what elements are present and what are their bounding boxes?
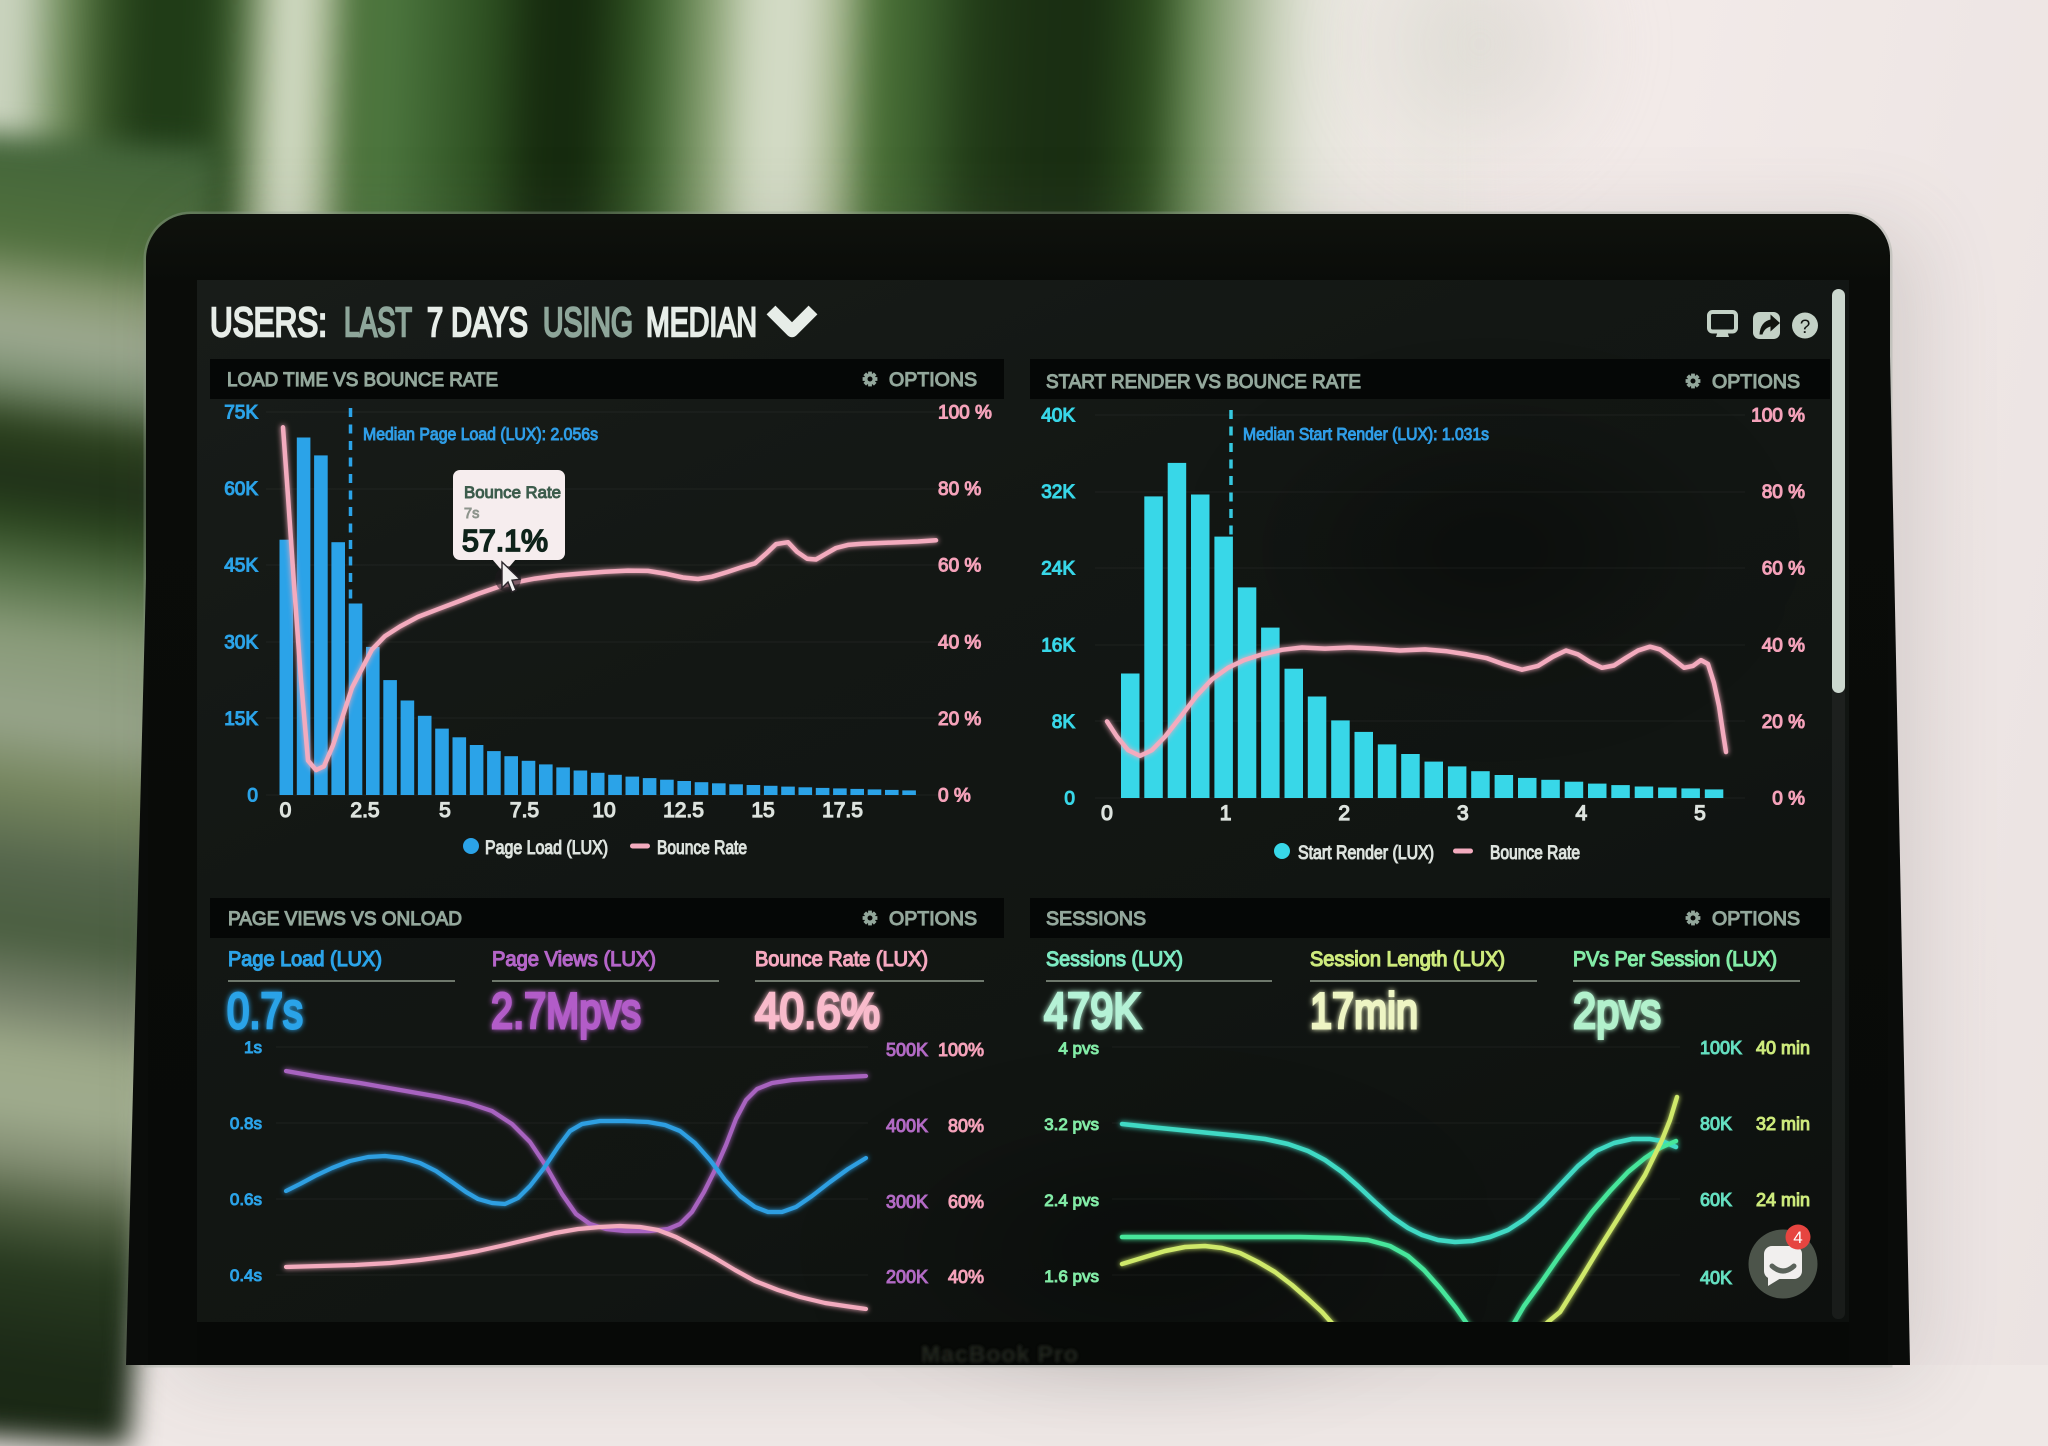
svg-text:7.5: 7.5 xyxy=(510,799,539,822)
svg-text:8K: 8K xyxy=(1052,712,1076,733)
svg-text:OPTIONS: OPTIONS xyxy=(889,369,977,391)
svg-text:0.4s: 0.4s xyxy=(230,1266,262,1285)
svg-text:?: ? xyxy=(1800,317,1811,338)
svg-text:75K: 75K xyxy=(224,403,258,424)
svg-text:OPTIONS: OPTIONS xyxy=(889,908,977,930)
svg-text:0: 0 xyxy=(1101,802,1113,825)
svg-text:300K: 300K xyxy=(886,1192,928,1212)
svg-text:15: 15 xyxy=(751,799,774,822)
svg-text:3: 3 xyxy=(1457,802,1469,825)
svg-text:400K: 400K xyxy=(886,1116,928,1136)
svg-text:80 %: 80 % xyxy=(1762,482,1805,503)
svg-text:12.5: 12.5 xyxy=(663,799,704,822)
svg-text:32 min: 32 min xyxy=(1756,1114,1810,1134)
svg-text:0 %: 0 % xyxy=(1772,789,1805,810)
svg-text:OPTIONS: OPTIONS xyxy=(1712,908,1800,930)
svg-text:20 %: 20 % xyxy=(938,709,981,730)
svg-text:100K: 100K xyxy=(1700,1038,1742,1058)
svg-text:0: 0 xyxy=(280,799,292,822)
svg-text:16K: 16K xyxy=(1041,635,1075,656)
svg-text:60%: 60% xyxy=(948,1192,984,1212)
svg-text:LAST: LAST xyxy=(344,299,412,345)
svg-text:60K: 60K xyxy=(224,479,258,500)
svg-text:Session Length (LUX): Session Length (LUX) xyxy=(1310,948,1505,971)
svg-text:OPTIONS: OPTIONS xyxy=(1712,371,1800,393)
svg-text:Bounce Rate: Bounce Rate xyxy=(1490,843,1580,864)
svg-text:57.1%: 57.1% xyxy=(462,523,548,558)
svg-text:1.6 pvs: 1.6 pvs xyxy=(1044,1267,1099,1286)
svg-text:3.2 pvs: 3.2 pvs xyxy=(1044,1115,1099,1134)
svg-text:Page Load (LUX): Page Load (LUX) xyxy=(228,948,382,971)
svg-text:0: 0 xyxy=(247,786,258,807)
svg-text:USERS:: USERS: xyxy=(210,299,327,345)
svg-text:17min: 17min xyxy=(1310,983,1418,1039)
svg-text:80K: 80K xyxy=(1700,1114,1732,1134)
svg-text:Page Load (LUX): Page Load (LUX) xyxy=(485,838,608,859)
svg-text:24K: 24K xyxy=(1041,559,1075,580)
svg-text:100 %: 100 % xyxy=(1751,406,1805,427)
svg-text:0 %: 0 % xyxy=(938,786,971,807)
svg-text:Bounce Rate: Bounce Rate xyxy=(464,483,561,502)
svg-text:Median Start Render (LUX): 1.0: Median Start Render (LUX): 1.031s xyxy=(1243,424,1489,444)
svg-text:MacBook Pro: MacBook Pro xyxy=(921,1341,1079,1365)
svg-text:7s: 7s xyxy=(464,506,479,522)
svg-text:0: 0 xyxy=(1064,789,1075,810)
svg-text:40 %: 40 % xyxy=(938,632,981,653)
svg-text:40 %: 40 % xyxy=(1762,635,1805,656)
svg-text:30K: 30K xyxy=(224,632,258,653)
svg-text:40%: 40% xyxy=(948,1267,984,1287)
svg-text:7 DAYS: 7 DAYS xyxy=(427,299,528,345)
svg-text:32K: 32K xyxy=(1041,482,1075,503)
svg-text:5: 5 xyxy=(1694,802,1706,825)
svg-text:2.7Mpvs: 2.7Mpvs xyxy=(491,983,641,1039)
svg-text:500K: 500K xyxy=(886,1040,928,1060)
svg-text:2.4 pvs: 2.4 pvs xyxy=(1044,1191,1099,1210)
svg-text:15K: 15K xyxy=(224,709,258,730)
svg-text:45K: 45K xyxy=(224,556,258,577)
svg-text:100 %: 100 % xyxy=(938,403,992,424)
svg-text:24 min: 24 min xyxy=(1756,1190,1810,1210)
svg-text:20 %: 20 % xyxy=(1762,712,1805,733)
svg-text:0.6s: 0.6s xyxy=(230,1190,262,1209)
svg-text:2.5: 2.5 xyxy=(350,799,379,822)
svg-text:60 %: 60 % xyxy=(938,556,981,577)
svg-text:80 %: 80 % xyxy=(938,479,981,500)
svg-text:5: 5 xyxy=(439,799,451,822)
svg-text:0.7s: 0.7s xyxy=(227,983,303,1039)
svg-text:START RENDER VS BOUNCE RATE: START RENDER VS BOUNCE RATE xyxy=(1046,371,1361,393)
svg-text:Median Page Load (LUX): 2.056s: Median Page Load (LUX): 2.056s xyxy=(363,424,598,444)
svg-text:Sessions (LUX): Sessions (LUX) xyxy=(1046,948,1183,971)
svg-text:40 min: 40 min xyxy=(1756,1038,1810,1058)
svg-text:100%: 100% xyxy=(938,1040,984,1060)
svg-text:479K: 479K xyxy=(1044,983,1141,1039)
svg-text:Start Render (LUX): Start Render (LUX) xyxy=(1298,843,1434,864)
svg-text:4: 4 xyxy=(1576,802,1588,825)
svg-text:10: 10 xyxy=(592,799,615,822)
svg-text:Bounce Rate (LUX): Bounce Rate (LUX) xyxy=(755,948,928,971)
svg-text:USING: USING xyxy=(543,299,633,345)
svg-text:Bounce Rate: Bounce Rate xyxy=(657,838,747,859)
svg-text:200K: 200K xyxy=(886,1267,928,1287)
svg-text:60 %: 60 % xyxy=(1762,559,1805,580)
svg-text:4 pvs: 4 pvs xyxy=(1058,1039,1099,1058)
svg-text:PVs Per Session (LUX): PVs Per Session (LUX) xyxy=(1573,948,1777,971)
svg-text:40K: 40K xyxy=(1041,406,1075,427)
svg-text:LOAD TIME VS BOUNCE RATE: LOAD TIME VS BOUNCE RATE xyxy=(227,369,498,391)
svg-text:Page Views (LUX): Page Views (LUX) xyxy=(492,948,656,971)
svg-text:40.6%: 40.6% xyxy=(755,983,880,1039)
svg-text:60K: 60K xyxy=(1700,1190,1732,1210)
svg-text:17.5: 17.5 xyxy=(822,799,863,822)
svg-text:SESSIONS: SESSIONS xyxy=(1046,908,1146,930)
svg-text:4: 4 xyxy=(1793,1228,1802,1247)
svg-text:2: 2 xyxy=(1338,802,1350,825)
svg-text:80%: 80% xyxy=(948,1116,984,1136)
svg-text:2pvs: 2pvs xyxy=(1573,983,1661,1039)
svg-text:0.8s: 0.8s xyxy=(230,1114,262,1133)
svg-text:1: 1 xyxy=(1220,802,1232,825)
svg-text:PAGE VIEWS VS ONLOAD: PAGE VIEWS VS ONLOAD xyxy=(228,908,462,930)
svg-text:1s: 1s xyxy=(244,1038,262,1057)
svg-text:MEDIAN: MEDIAN xyxy=(646,299,757,345)
svg-text:40K: 40K xyxy=(1700,1268,1732,1288)
